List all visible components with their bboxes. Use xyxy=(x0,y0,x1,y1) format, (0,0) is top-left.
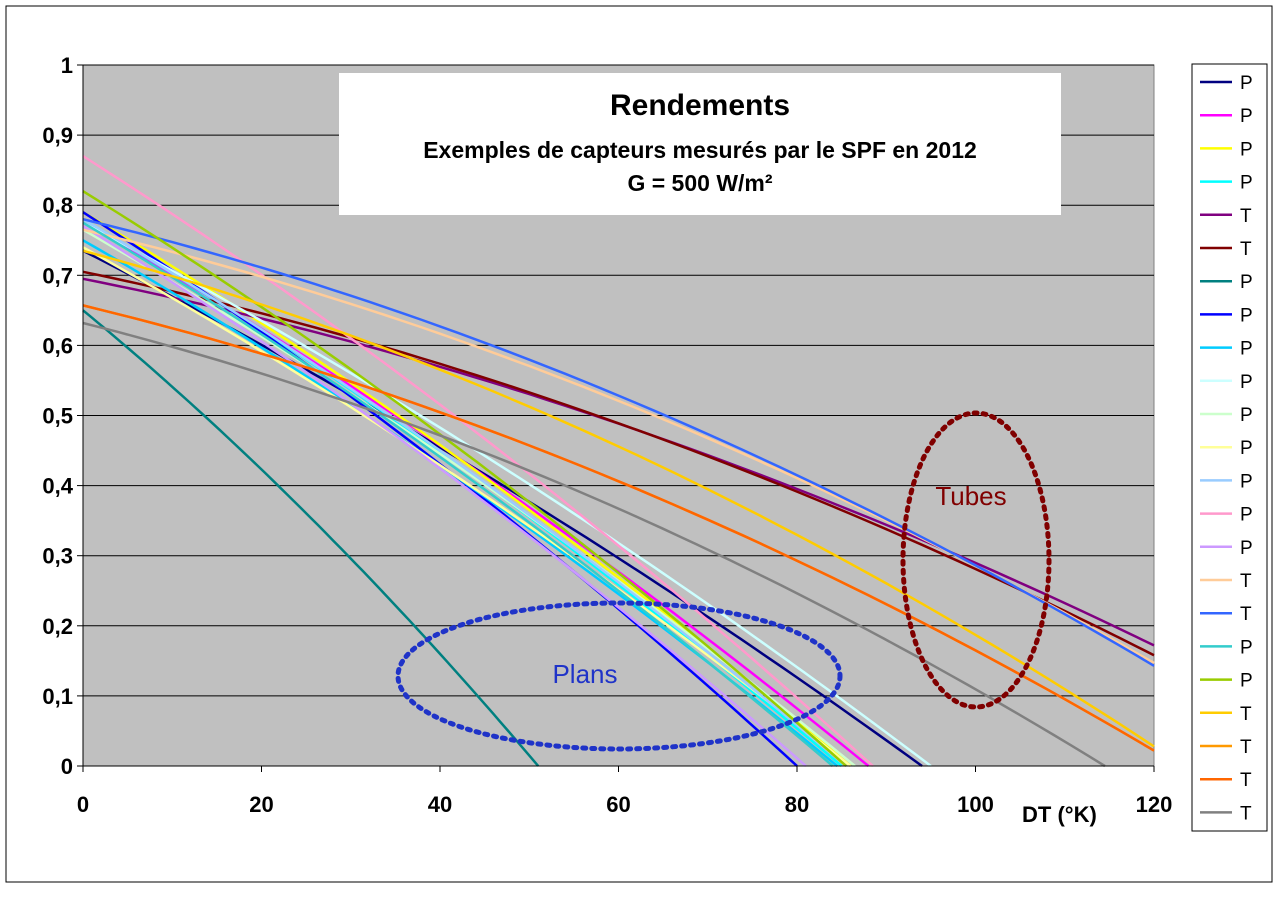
legend-label: P xyxy=(1240,173,1253,194)
title-box-background xyxy=(339,73,1061,215)
legend-label: T xyxy=(1240,770,1252,791)
series-line xyxy=(82,270,1155,657)
legend-label: P xyxy=(1240,671,1253,692)
legend-label: P xyxy=(1240,139,1253,160)
tubes-ellipse xyxy=(900,410,1052,710)
y-tick-label: 0,9 xyxy=(42,123,73,148)
legend-label: P xyxy=(1240,405,1253,426)
legend-label: P xyxy=(1240,73,1253,94)
legend-label: P xyxy=(1240,505,1253,526)
legend-label: T xyxy=(1240,737,1252,758)
y-tick-label: 1 xyxy=(61,53,73,78)
title-box: Rendements Exemples de capteurs mesurés … xyxy=(339,73,1061,215)
x-tick-label: 0 xyxy=(77,792,89,817)
tubes-annotation: Tubes xyxy=(900,410,1052,710)
x-tick-label: 80 xyxy=(785,792,809,817)
y-axis: 0 0,1 0,2 0,3 0,4 0,5 0,6 0,7 0,8 0,9 1 xyxy=(42,53,84,779)
series-line xyxy=(82,155,874,767)
x-tick-label: 100 xyxy=(957,792,994,817)
legend-label: P xyxy=(1240,106,1253,127)
x-tick-label: 60 xyxy=(606,792,630,817)
legend-label: P xyxy=(1240,272,1253,293)
series-line xyxy=(82,225,807,767)
tubes-label: Tubes xyxy=(935,481,1006,511)
legend-label: T xyxy=(1240,704,1252,725)
x-tick-label: 120 xyxy=(1136,792,1173,817)
series-lines xyxy=(82,155,1155,768)
legend-label: P xyxy=(1240,339,1253,360)
legend-label: T xyxy=(1240,803,1252,824)
x-axis: 0 20 40 60 80 100 120 xyxy=(77,765,1173,817)
series-line xyxy=(82,190,847,767)
series-line xyxy=(82,309,540,767)
series-line xyxy=(82,217,1155,667)
x-tick-label: 40 xyxy=(428,792,452,817)
y-tick-label: 0,7 xyxy=(42,263,73,288)
chart-subtitle: Exemples de capteurs mesurés par le SPF … xyxy=(423,137,977,163)
series-line xyxy=(82,246,852,767)
legend-label: P xyxy=(1240,438,1253,459)
plans-label: Plans xyxy=(552,659,617,689)
series-line xyxy=(82,221,834,767)
y-tick-label: 0,1 xyxy=(42,684,73,709)
series-line xyxy=(82,249,1155,748)
series-line xyxy=(82,304,1155,752)
y-tick-label: 0,4 xyxy=(42,474,73,499)
series-line xyxy=(82,221,932,767)
legend-label: T xyxy=(1240,571,1252,592)
legend-label: P xyxy=(1240,372,1253,393)
legend-label: T xyxy=(1240,206,1252,227)
legend-label: P xyxy=(1240,637,1253,658)
legend-label: P xyxy=(1240,471,1253,492)
legend-label: T xyxy=(1240,239,1252,260)
legend-label: T xyxy=(1240,604,1252,625)
y-tick-label: 0,8 xyxy=(42,193,73,218)
y-tick-label: 0,3 xyxy=(42,544,73,569)
series-line xyxy=(82,218,847,767)
plans-annotation: Plans xyxy=(395,600,843,752)
legend-label: P xyxy=(1240,538,1253,559)
x-tick-label: 20 xyxy=(249,792,273,817)
chart-title: Rendements xyxy=(610,89,790,122)
series-line xyxy=(82,321,1106,768)
y-tick-label: 0,5 xyxy=(42,404,73,429)
y-tick-label: 0 xyxy=(61,754,73,779)
y-tick-label: 0,2 xyxy=(42,614,73,639)
y-tick-label: 0,6 xyxy=(42,333,73,358)
x-axis-label: DT (°K) xyxy=(1022,802,1097,827)
legend-label: P xyxy=(1240,305,1253,326)
plans-ellipse xyxy=(395,600,843,752)
chart-subtitle-irradiance: G = 500 W/m² xyxy=(627,170,772,196)
